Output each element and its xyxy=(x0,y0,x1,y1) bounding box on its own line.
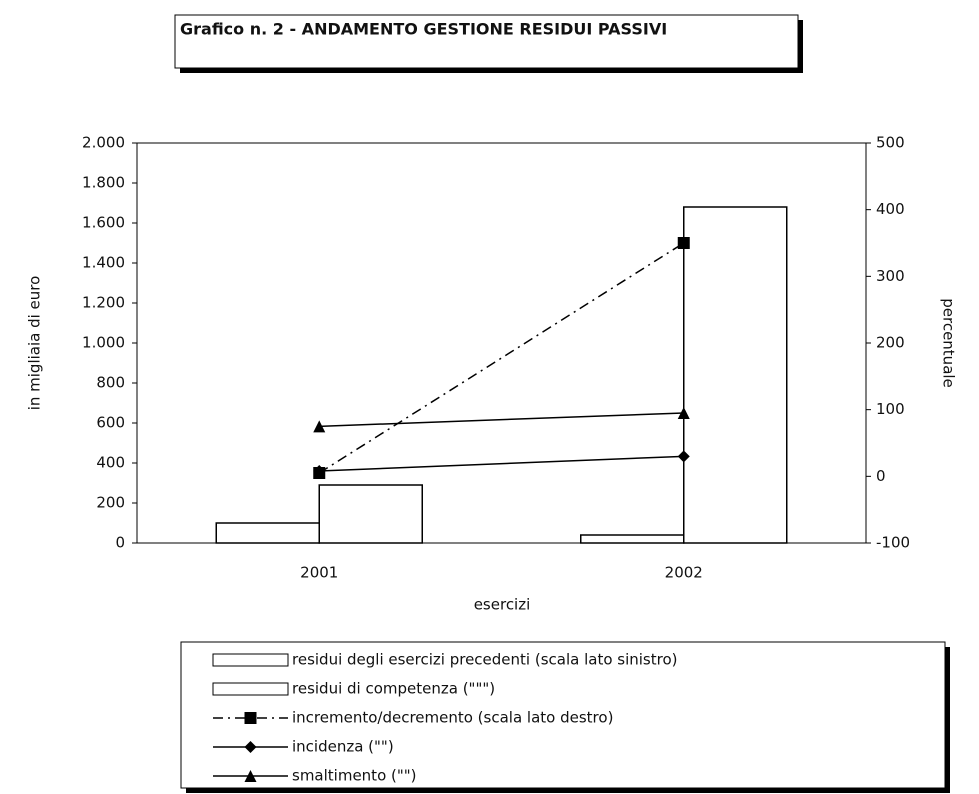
legend-label: incidenza ("") xyxy=(292,738,394,756)
bar xyxy=(683,206,788,544)
title-box xyxy=(174,14,799,69)
x-tick-label: 2002 xyxy=(665,564,703,582)
bar xyxy=(215,522,320,544)
y2-tick-label: 400 xyxy=(876,200,905,218)
y2-tick-label: 300 xyxy=(876,267,905,285)
y-tick-label: 1.200 xyxy=(82,294,125,312)
legend-marker xyxy=(244,741,257,753)
y2-axis-label: percentuale xyxy=(940,298,958,388)
legend-label: incremento/decremento (scala lato destro… xyxy=(292,709,613,727)
line-marker xyxy=(677,237,690,249)
y-tick-label: 600 xyxy=(96,414,125,432)
legend-swatch xyxy=(212,653,289,667)
y-tick-label: 1.600 xyxy=(82,214,125,232)
legend-label: smaltimento ("") xyxy=(292,767,417,785)
line xyxy=(319,412,684,428)
y-tick-label: 1.400 xyxy=(82,254,125,272)
bar xyxy=(580,534,685,544)
legend-swatch xyxy=(212,682,289,696)
y-tick-label: 400 xyxy=(96,454,125,472)
y-axis-label: in migliaia di euro xyxy=(26,276,44,411)
legend-label: residui degli esercizi precedenti (scala… xyxy=(292,651,678,669)
line-marker xyxy=(677,407,690,419)
y-tick-label: 2.000 xyxy=(82,134,125,152)
x-axis-label: esercizi xyxy=(474,596,531,614)
legend-marker xyxy=(244,770,257,782)
bar xyxy=(318,484,423,544)
legend-label: residui di competenza (""") xyxy=(292,680,495,698)
y2-tick-label: -100 xyxy=(876,534,910,552)
chart-title: Grafico n. 2 - ANDAMENTO GESTIONE RESIDU… xyxy=(180,20,667,39)
y-tick-label: 0 xyxy=(115,534,125,552)
line-marker xyxy=(677,450,690,463)
line-marker xyxy=(313,420,326,433)
line-marker xyxy=(313,465,326,477)
y2-tick-label: 500 xyxy=(876,134,905,152)
y-tick-label: 800 xyxy=(96,374,125,392)
y-tick-label: 1.000 xyxy=(82,334,125,352)
y-tick-label: 200 xyxy=(96,494,125,512)
x-tick-label: 2001 xyxy=(300,564,338,582)
line xyxy=(319,455,684,472)
line xyxy=(318,242,685,474)
y2-tick-label: 200 xyxy=(876,334,905,352)
y2-tick-label: 100 xyxy=(876,400,905,418)
y2-tick-label: 0 xyxy=(876,467,886,485)
legend-marker xyxy=(244,712,257,724)
y-tick-label: 1.800 xyxy=(82,174,125,192)
legend-box xyxy=(180,641,946,789)
